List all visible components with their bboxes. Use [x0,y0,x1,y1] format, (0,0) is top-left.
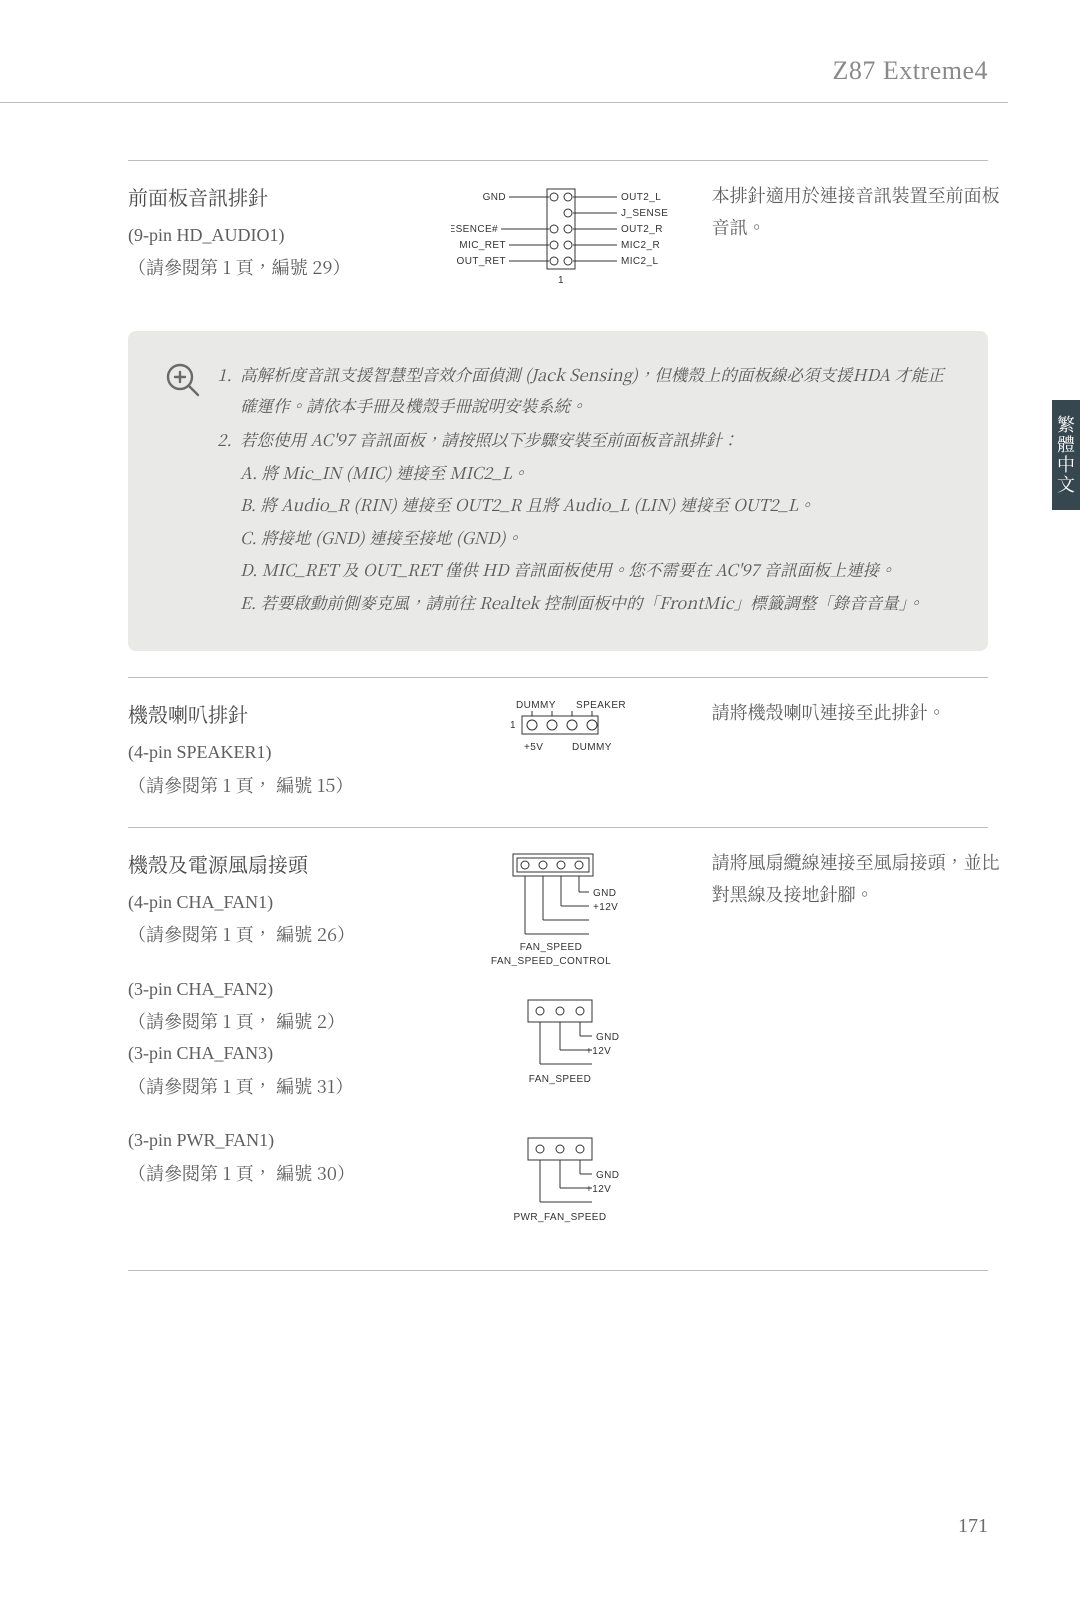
divider [128,1270,988,1271]
note-item: 若您使用 AC'97 音訊面板，請按照以下步驟安裝至前面板音訊排針： A. 將 … [236,424,952,617]
section-speaker-left: 機殼喇叭排針 (4-pin SPEAKER1) （請參閱第 1 頁， 編號 15… [128,696,428,801]
note-box: 高解析度音訊支援智慧型音效介面偵測 (Jack Sensing)，但機殼上的面板… [128,331,988,651]
content: 前面板音訊排針 (9-pin HD_AUDIO1) （請參閱第 1 頁，編號 2… [128,160,988,1271]
note-icon-wrap [164,359,216,621]
note-text: 高解析度音訊支援智慧型音效介面偵測 (Jack Sensing)，但機殼上的面板… [240,362,944,417]
audio-pinout-icon: GND PRESENCE# MIC_RET OUT_RET OUT2_L J_S… [451,179,681,299]
svg-text:SPEAKER: SPEAKER [576,700,626,711]
svg-text:J_SENSE: J_SENSE [621,208,668,219]
subheading: (3-pin CHA_FAN2) [128,973,420,1005]
reference: （請參閱第 1 頁，編號 29） [128,251,420,283]
heading: 機殼及電源風扇接頭 [128,846,420,882]
fan4-pinout-icon: GND +12V FAN_SPEED FAN_SPEED_CONTROL [461,846,671,966]
section-audio-desc: 本排針適用於連接音訊裝置至前面板音訊。 [704,179,1004,244]
subheading: (9-pin HD_AUDIO1) [128,219,420,251]
subheading: (3-pin CHA_FAN3) [128,1037,420,1069]
svg-text:PRESENCE#: PRESENCE# [451,224,498,235]
reference: （請參閱第 1 頁， 編號 2） [128,1005,420,1037]
fan3b-pinout-icon: GND +12V PWR_FAN_SPEED [476,1130,656,1230]
note-subitem: E. 若要啟動前側麥克風，請前往 Realtek 控制面板中的「FrontMic… [240,587,952,618]
svg-text:OUT2_R: OUT2_R [621,224,663,235]
section-fan: 機殼及電源風扇接頭 (4-pin CHA_FAN1) （請參閱第 1 頁， 編號… [128,828,988,1270]
svg-text:FAN_SPEED_CONTROL: FAN_SPEED_CONTROL [491,956,611,966]
svg-text:+5V: +5V [524,742,543,753]
heading: 機殼喇叭排針 [128,696,420,732]
section-fan-diagrams: GND +12V FAN_SPEED FAN_SPEED_CONTROL GND… [428,846,703,1230]
svg-text:MIC2_L: MIC2_L [621,256,658,267]
reference: （請參閱第 1 頁， 編號 26） [128,918,420,950]
note-subitem: D. MIC_RET 及 OUT_RET 僅供 HD 音訊面板使用。您不需要在 … [240,554,952,585]
note-subitem: B. 將 Audio_R (RIN) 連接至 OUT2_R 且將 Audio_L… [240,489,952,520]
svg-text:+12V: +12V [586,1046,611,1057]
svg-text:GND: GND [596,1032,619,1043]
desc-text: 請將風扇纜線連接至風扇接頭，並比對黑線及接地針腳。 [712,849,1000,907]
reference: （請參閱第 1 頁， 編號 15） [128,769,420,801]
svg-text:FAN_SPEED: FAN_SPEED [520,942,583,953]
svg-text:OUT_RET: OUT_RET [457,256,506,267]
svg-text:+12V: +12V [586,1184,611,1195]
subheading: (3-pin PWR_FAN1) [128,1124,420,1156]
top-rule [0,102,1008,103]
svg-text:1: 1 [510,720,516,731]
fan3a-pinout-icon: GND +12V FAN_SPEED [476,992,656,1092]
reference: （請參閱第 1 頁， 編號 30） [128,1157,420,1189]
svg-text:GND: GND [593,888,616,899]
section-fan-left: 機殼及電源風扇接頭 (4-pin CHA_FAN1) （請參閱第 1 頁， 編號… [128,846,428,1189]
svg-text:DUMMY: DUMMY [572,742,612,753]
zoom-plus-icon [164,361,202,399]
subheading: (4-pin SPEAKER1) [128,736,420,768]
svg-text:OUT2_L: OUT2_L [621,192,661,203]
note-text: 若您使用 AC'97 音訊面板，請按照以下步驟安裝至前面板音訊排針： [240,427,738,451]
svg-text:MIC_RET: MIC_RET [459,240,506,251]
section-speaker: 機殼喇叭排針 (4-pin SPEAKER1) （請參閱第 1 頁， 編號 15… [128,678,988,827]
heading: 前面板音訊排針 [128,179,420,215]
desc-text: 本排針適用於連接音訊裝置至前面板音訊。 [712,182,1000,240]
language-tab: 繁體中文 [1052,400,1080,510]
section-fan-desc: 請將風扇纜線連接至風扇接頭，並比對黑線及接地針腳。 [704,846,1004,911]
reference: （請參閱第 1 頁， 編號 31） [128,1070,420,1102]
svg-text:GND: GND [596,1170,619,1181]
page: Z87 Extreme4 繁體中文 前面板音訊排針 (9-pin HD_AUDI… [0,0,1080,1598]
section-audio-left: 前面板音訊排針 (9-pin HD_AUDIO1) （請參閱第 1 頁，編號 2… [128,179,428,284]
desc-text: 請將機殼喇叭連接至此排針。 [712,699,946,725]
subheading: (4-pin CHA_FAN1) [128,886,420,918]
note-list: 高解析度音訊支援智慧型音效介面偵測 (Jack Sensing)，但機殼上的面板… [236,359,952,621]
product-title: Z87 Extreme4 [833,56,988,86]
note-subitem: C. 將接地 (GND) 連接至接地 (GND)。 [240,522,952,553]
svg-text:FAN_SPEED: FAN_SPEED [529,1074,592,1085]
svg-text:PWR_FAN_SPEED: PWR_FAN_SPEED [513,1212,606,1223]
section-speaker-desc: 請將機殼喇叭連接至此排針。 [704,696,1004,728]
svg-text:DUMMY: DUMMY [516,700,556,711]
page-number: 171 [958,1515,988,1538]
svg-text:MIC2_R: MIC2_R [621,240,660,251]
note-sublist: A. 將 Mic_IN (MIC) 連接至 MIC2_L。 B. 將 Audio… [240,457,952,618]
svg-text:GND: GND [483,192,506,203]
svg-text:+12V: +12V [593,902,618,913]
section-audio-diagram: GND PRESENCE# MIC_RET OUT_RET OUT2_L J_S… [428,179,703,299]
section-speaker-diagram: DUMMY SPEAKER 1 +5V DUMMY [428,696,703,766]
section-audio: 前面板音訊排針 (9-pin HD_AUDIO1) （請參閱第 1 頁，編號 2… [128,161,988,325]
note-item: 高解析度音訊支援智慧型音效介面偵測 (Jack Sensing)，但機殼上的面板… [236,359,952,420]
speaker-pinout-icon: DUMMY SPEAKER 1 +5V DUMMY [476,696,656,766]
svg-text:1: 1 [558,275,564,286]
note-subitem: A. 將 Mic_IN (MIC) 連接至 MIC2_L。 [240,457,952,488]
